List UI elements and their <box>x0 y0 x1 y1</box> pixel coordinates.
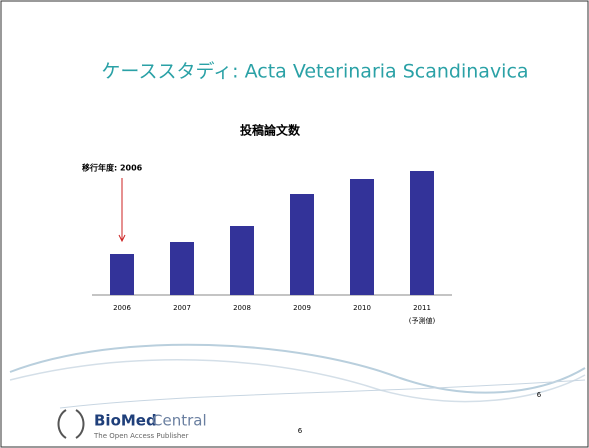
annotation-arrowhead <box>118 234 126 243</box>
swoosh <box>9 359 586 403</box>
bar <box>350 179 374 295</box>
bar <box>170 242 194 295</box>
chart-title: 投稿論文数 <box>240 123 301 138</box>
x-tick-label: 2007 <box>173 304 191 312</box>
logo-mark <box>75 409 85 439</box>
swoosh <box>9 343 586 394</box>
bar <box>290 194 314 295</box>
swoosh <box>59 379 586 409</box>
logo-bold: BioMed <box>94 412 157 430</box>
bar <box>410 171 434 295</box>
page-number: 6 <box>298 427 303 435</box>
annotation: 移行年度: 2006 <box>82 163 143 173</box>
x-tick-label: 2009 <box>293 304 311 312</box>
category-note: (予測値) <box>409 316 436 325</box>
x-tick-label: 2006 <box>113 304 131 312</box>
x-tick-label: 2011 <box>413 304 431 312</box>
x-tick-label: 2010 <box>353 304 371 312</box>
bar <box>230 226 254 295</box>
page-number: 6 <box>537 391 542 399</box>
logo-light: Central <box>152 412 207 430</box>
x-tick-label: 2008 <box>233 304 251 312</box>
logo-tagline: The Open Access Publisher <box>93 432 189 440</box>
slide-title: ケーススタディ: Acta Veterinaria Scandinavica <box>101 61 528 83</box>
logo-mark <box>57 409 67 439</box>
bar <box>110 254 134 295</box>
